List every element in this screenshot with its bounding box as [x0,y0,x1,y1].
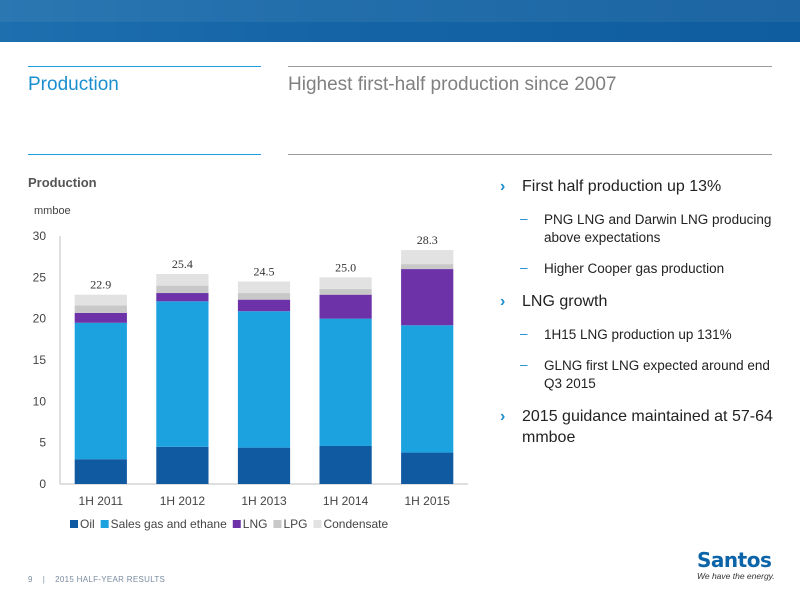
sub-bullet-5: – GLNG first LNG expected around end Q3 2… [496,357,791,393]
x-tick-label: 1H 2011 [79,494,124,508]
sub-bullet-4: – 1H15 LNG production up 131% [496,326,791,344]
bar-lng [237,299,291,312]
x-tick-label: 1H 2015 [405,494,451,508]
slide-title: Highest first-half production since 2007 [288,74,617,95]
x-tick-label: 1H 2013 [241,494,287,508]
legend-label: Oil [80,517,95,531]
legend-label: Sales gas and ethane [111,517,227,531]
bar-total-label: 28.3 [417,233,438,247]
chart-title: Production [28,175,97,190]
legend-label: LNG [243,517,268,531]
x-tick-label: 1H 2014 [323,494,369,508]
y-tick-label: 30 [33,229,47,243]
bullet-list: › First half production up 13% – PNG LNG an… [496,176,791,462]
bar-lpg [74,305,127,313]
y-tick-label: 10 [33,394,47,408]
bar-lpg [319,288,372,295]
dash-bullet-icon: – [520,260,528,275]
chevron-bullet-icon: › [500,178,506,195]
bar-total-label: 22.9 [90,278,111,292]
bullet-text: 1H15 LNG production up 131% [544,327,732,342]
bullet-text: LNG growth [522,293,608,310]
title-rule-top [288,66,772,67]
bar-lng [74,312,127,323]
bar-condensate [401,250,454,265]
bar-condensate [319,277,372,289]
legend-label: Condensate [323,517,388,531]
sub-bullet-2: – Higher Cooper gas production [496,260,791,278]
bar-lng [319,294,372,319]
y-tick-label: 5 [39,436,46,450]
bar-sales_gas [401,325,454,453]
bar-sales_gas [319,318,372,446]
bar-condensate [237,281,291,294]
bar-condensate [156,274,209,286]
bar-lng [401,269,454,326]
bullet-text: GLNG first LNG expected around end Q3 20… [544,358,770,391]
bullet-text: PNG LNG and Darwin LNG producing above e… [544,212,772,245]
bar-lng [156,293,209,302]
logo-tagline: We have the energy. [697,571,775,581]
section-rule-bottom [28,154,261,155]
bar-oil [401,452,454,484]
bar-sales_gas [237,311,291,448]
footer-separator: | [42,575,46,584]
bar-lpg [401,264,454,270]
bullet-text: First half production up 13% [522,178,722,195]
bar-condensate [74,294,127,306]
page-number: 9 [28,575,33,584]
legend-swatch-condensate [313,520,322,528]
y-tick-label: 25 [33,270,47,284]
bullet-6: › 2015 guidance maintained at 57-64 mmboe [496,406,791,448]
bullet-0: › First half production up 13% [496,176,791,197]
bar-total-label: 24.5 [254,264,275,278]
header-bar [0,0,800,42]
bar-oil [74,459,127,484]
footer-label: 2015 HALF-YEAR RESULTS [55,575,166,584]
legend-swatch-lpg [273,520,282,528]
bar-lpg [156,285,209,294]
y-tick-label: 15 [33,353,47,367]
bar-oil [156,446,209,484]
bullet-3: › LNG growth [496,291,791,312]
bar-oil [237,447,291,484]
bar-oil [319,445,372,484]
footer: 9 | 2015 HALF-YEAR RESULTS [28,575,165,584]
bullet-text: 2015 guidance maintained at 57-64 mmboe [522,408,773,446]
bar-lpg [237,293,291,300]
sub-bullet-1: – PNG LNG and Darwin LNG producing above … [496,211,791,247]
legend-swatch-oil [70,520,78,528]
y-tick-label: 20 [33,312,47,326]
y-tick-label: 0 [39,477,46,491]
logo-name: Santos [697,548,772,572]
production-chart: 0 5 10 15 20 25 30 22.9 1H 2011 25.4 1H 2012 24.5 1H… [33,229,468,531]
x-tick-label: 1H 2012 [160,494,206,508]
dash-bullet-icon: – [520,211,528,226]
legend-swatch-lng [232,520,241,528]
legend-label: LPG [283,517,307,531]
chevron-bullet-icon: › [500,408,506,425]
section-rule-top [28,66,261,67]
bar-total-label: 25.0 [335,260,356,274]
bullet-text: Higher Cooper gas production [544,261,725,276]
section-title: Production [28,74,119,95]
title-rule-bottom [288,154,772,155]
legend-swatch-sales_gas [100,520,109,528]
chevron-bullet-icon: › [500,293,506,310]
y-axis-unit: mmboe [34,205,71,217]
dash-bullet-icon: – [520,326,528,341]
dash-bullet-icon: – [520,357,528,372]
bar-sales_gas [156,301,209,447]
bar-sales_gas [74,322,127,460]
santos-logo: Santos We have the energy. [697,550,777,581]
bar-total-label: 25.4 [172,257,193,271]
